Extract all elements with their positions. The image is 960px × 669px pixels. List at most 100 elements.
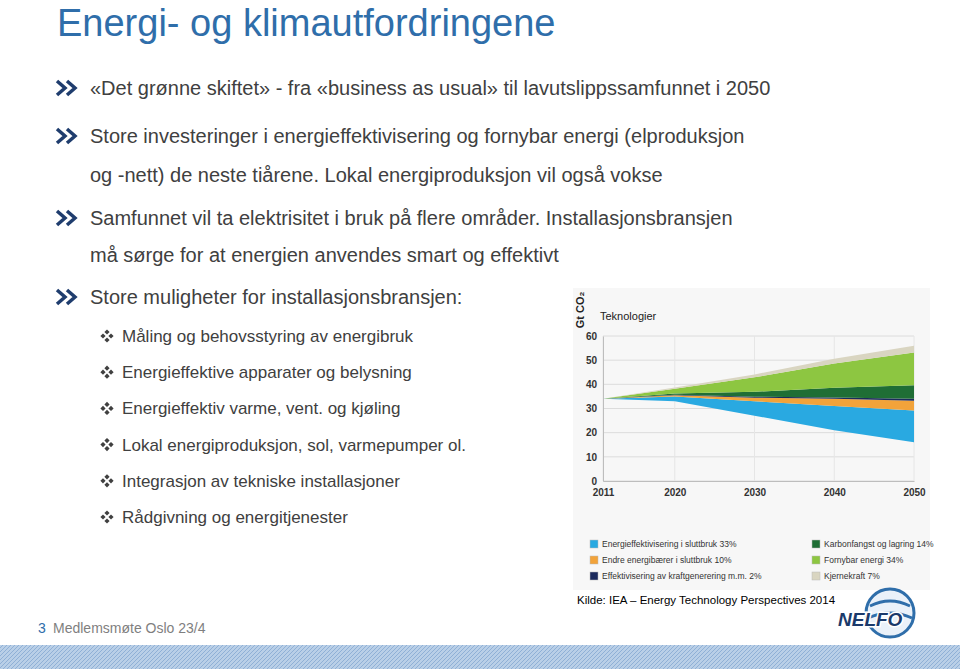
sub-bullet-diamond: [104, 337, 109, 342]
tick-label: 60: [586, 331, 598, 342]
bullet-text: Store muligheter for installasjonsbransj…: [90, 286, 462, 308]
sub-bullet-text: Måling og behovsstyring av energibruk: [122, 327, 414, 346]
tick: 10: [586, 452, 603, 463]
sub-bullet-diamond: [104, 402, 109, 407]
tick-label: 50: [586, 355, 598, 366]
bullet-marker: [57, 129, 75, 143]
area: [603, 346, 914, 399]
sub-bullet-marker: [100, 474, 113, 487]
y-axis: 0 10 20 30 40 50 60: [586, 331, 604, 487]
sub-bullet-diamond: [104, 518, 109, 523]
legend-swatch: [812, 540, 820, 548]
legend: Energieffektivisering i sluttbruk 33% End…: [590, 539, 934, 581]
logo-text: NELFO: [838, 609, 903, 630]
grid-line: [674, 336, 675, 481]
sub-bullet-marker: [100, 438, 113, 451]
tick-label: 2020: [664, 487, 687, 498]
tick: 2040: [824, 481, 847, 498]
tick-label: 0: [591, 476, 597, 487]
legend-label: Endre energibærer i sluttbruk 10%: [602, 555, 732, 565]
sub-bullet-text: Rådgivning og energitjenester: [122, 508, 348, 527]
tick: 2020: [664, 481, 687, 498]
sub-bullet-marker: [100, 366, 113, 379]
slide-title: Energi- og klimautfordringene: [57, 2, 556, 44]
tick-label: 2030: [744, 487, 767, 498]
axis-line: [603, 337, 604, 482]
source: Kilde: IEA – Energy Technology Perspecti…: [577, 594, 836, 606]
tick-label: 20: [586, 427, 598, 438]
sub-bullet-diamond: [104, 374, 109, 379]
tick-label: 2040: [824, 487, 847, 498]
axis-line: [604, 481, 915, 482]
legend-swatch: [812, 572, 820, 580]
sub-bullet-diamond: [104, 438, 109, 443]
tick: 2050: [903, 481, 926, 498]
sub-bullet-diamond: [104, 482, 109, 487]
sub-bullet-diamond: [108, 370, 113, 375]
sub-bullet-diamond: [104, 510, 109, 515]
legend-swatch: [590, 540, 598, 548]
sub-bullet-diamond: [100, 442, 105, 447]
logo: NELFO: [838, 589, 914, 637]
legend-swatch: [812, 556, 820, 564]
tick: 50: [586, 355, 603, 366]
page-number: 3: [38, 620, 46, 636]
bullet-text: må sørge for at energien anvendes smart …: [90, 244, 559, 266]
sub-bullet-diamond: [104, 446, 109, 451]
sub-bullet-diamond: [108, 478, 113, 483]
tick-label: 10: [586, 452, 598, 463]
sub-bullet-text: Lokal energiproduksjon, sol, varmepumper…: [122, 436, 466, 455]
sub-bullet-diamond: [104, 366, 109, 371]
sub-bullet-diamond: [104, 474, 109, 479]
chart-title: Teknologier: [600, 310, 657, 322]
grid-line: [603, 456, 914, 457]
tick: 20: [586, 427, 603, 438]
tick-label: 30: [586, 403, 598, 414]
sub-bullet-marker: [100, 402, 113, 415]
sub-bullet-diamond: [100, 514, 105, 519]
sub-bullet-diamond: [108, 333, 113, 338]
grid: [603, 336, 914, 481]
legend-swatch: [590, 556, 598, 564]
slide: Energi- og klimautfordringene «Det grønne…: [0, 0, 960, 669]
sub-bullet-diamond: [104, 410, 109, 415]
bullet-text: Store investeringer i energieffektiviser…: [90, 125, 744, 147]
bullet-marker: [57, 211, 75, 225]
bullet-marker: [57, 81, 75, 95]
grid-line: [603, 336, 604, 481]
grid-line: [603, 336, 914, 337]
tick: 40: [586, 379, 603, 390]
tick-label: 2011: [593, 487, 615, 498]
sub-bullet-diamond: [100, 406, 105, 411]
tick-label: 40: [586, 379, 598, 390]
tick: 60: [586, 331, 603, 342]
legend-swatch: [590, 572, 598, 580]
bullet-text: og -nett) de neste tiårene. Lokal energi…: [90, 164, 663, 186]
plot-area: [603, 346, 914, 481]
legend-label: Karbonfangst og lagring 14%: [824, 539, 934, 549]
sub-bullet-text: Energieffektiv varme, vent. og kjøling: [122, 399, 400, 418]
sub-bullet-marker: [100, 329, 113, 342]
sub-bullet-diamond: [108, 406, 113, 411]
sub-bullet-marker: [100, 510, 113, 523]
sub-bullet-diamond: [100, 370, 105, 375]
y-axis-title: Gt CO₂: [574, 292, 586, 329]
footer-text: Medlemsmøte Oslo 23/4: [53, 620, 206, 636]
legend-label: Energieffektivisering i sluttbruk 33%: [602, 539, 737, 549]
bullet-text: «Det grønne skiftet» - fra «business as …: [90, 77, 770, 99]
tick: 2011: [593, 481, 615, 498]
legend-label: Fornybar energi 34%: [824, 555, 904, 565]
tick: 30: [586, 403, 603, 414]
bullet-text: Samfunnet vil ta elektrisitet i bruk på …: [90, 207, 733, 229]
sub-bullet-text: Energieffektive apparater og belysning: [122, 363, 412, 382]
x-axis: 2011 2020 2030 2040 2050: [593, 481, 926, 498]
tick-label: 2050: [903, 487, 926, 498]
grid-line: [603, 481, 914, 482]
sub-bullet-diamond: [108, 514, 113, 519]
tick: 0: [591, 476, 603, 487]
sub-bullet-text: Integrasjon av tekniske installasjoner: [122, 472, 400, 491]
legend-label: Effektivisering av kraftgenerering m.m. …: [602, 571, 762, 581]
sub-bullet-diamond: [100, 478, 105, 483]
sub-bullet-diamond: [100, 333, 105, 338]
legend-label: Kjernekraft 7%: [824, 571, 880, 581]
